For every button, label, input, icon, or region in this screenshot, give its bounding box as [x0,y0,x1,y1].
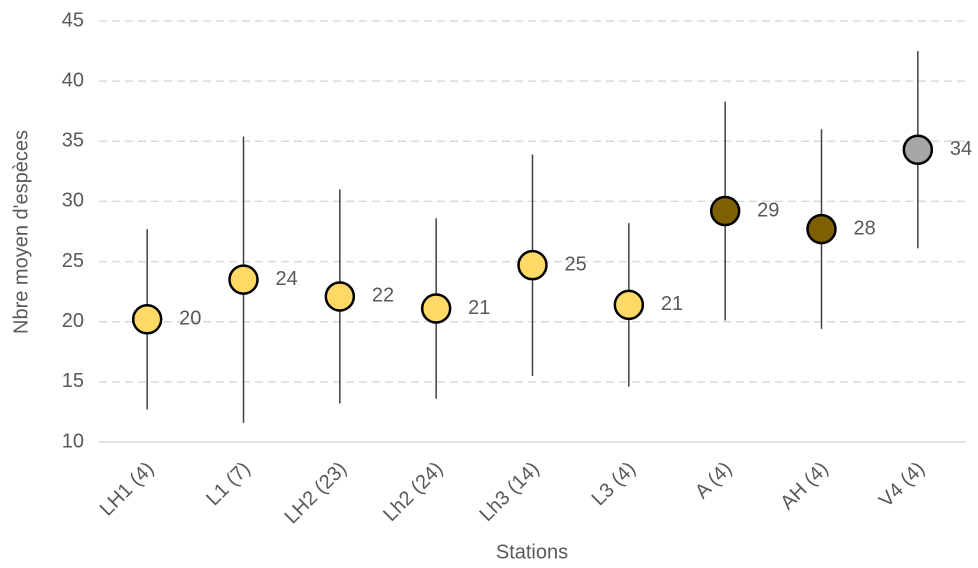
data-label: 28 [854,217,876,239]
y-tick-label: 15 [62,370,84,392]
marker [902,134,934,165]
x-axis-title: Stations [496,541,568,563]
y-tick-label: 10 [62,430,84,452]
y-tick-label: 45 [62,9,84,31]
marker [324,281,356,312]
data-label: 34 [950,138,972,160]
x-tick-label: L1 (7) [202,458,255,511]
data-label: 29 [757,199,779,221]
x-tick-label: LH2 (23) [281,458,352,529]
data-label: 21 [661,293,683,315]
y-tick-label: 35 [62,130,84,152]
y-axis-title: Nbre moyen d'espèces [10,130,32,334]
x-tick-label: L3 (4) [588,458,641,511]
x-tick-label: V4 (4) [875,458,929,512]
data-label: 21 [468,297,490,319]
data-label: 25 [565,253,587,275]
marker [420,293,452,324]
y-tick-label: 25 [62,250,84,272]
marker [613,289,645,321]
marker [131,304,163,335]
y-tick-label: 30 [62,190,84,212]
data-label: 24 [276,268,298,290]
data-label: 20 [179,308,201,330]
x-tick-label: AH (4) [776,458,832,514]
data-label: 22 [372,285,394,307]
marker [228,264,259,295]
marker [806,213,837,245]
x-tick-label: LH1 (4) [96,458,159,521]
x-tick-label: A (4) [691,458,736,503]
y-tick-label: 40 [62,69,84,91]
y-tick-label: 20 [62,310,84,332]
x-tick-label: Lh3 (14) [476,458,544,526]
marker [709,195,741,227]
marker [517,249,548,281]
x-tick-label: Lh2 (24) [379,458,447,526]
